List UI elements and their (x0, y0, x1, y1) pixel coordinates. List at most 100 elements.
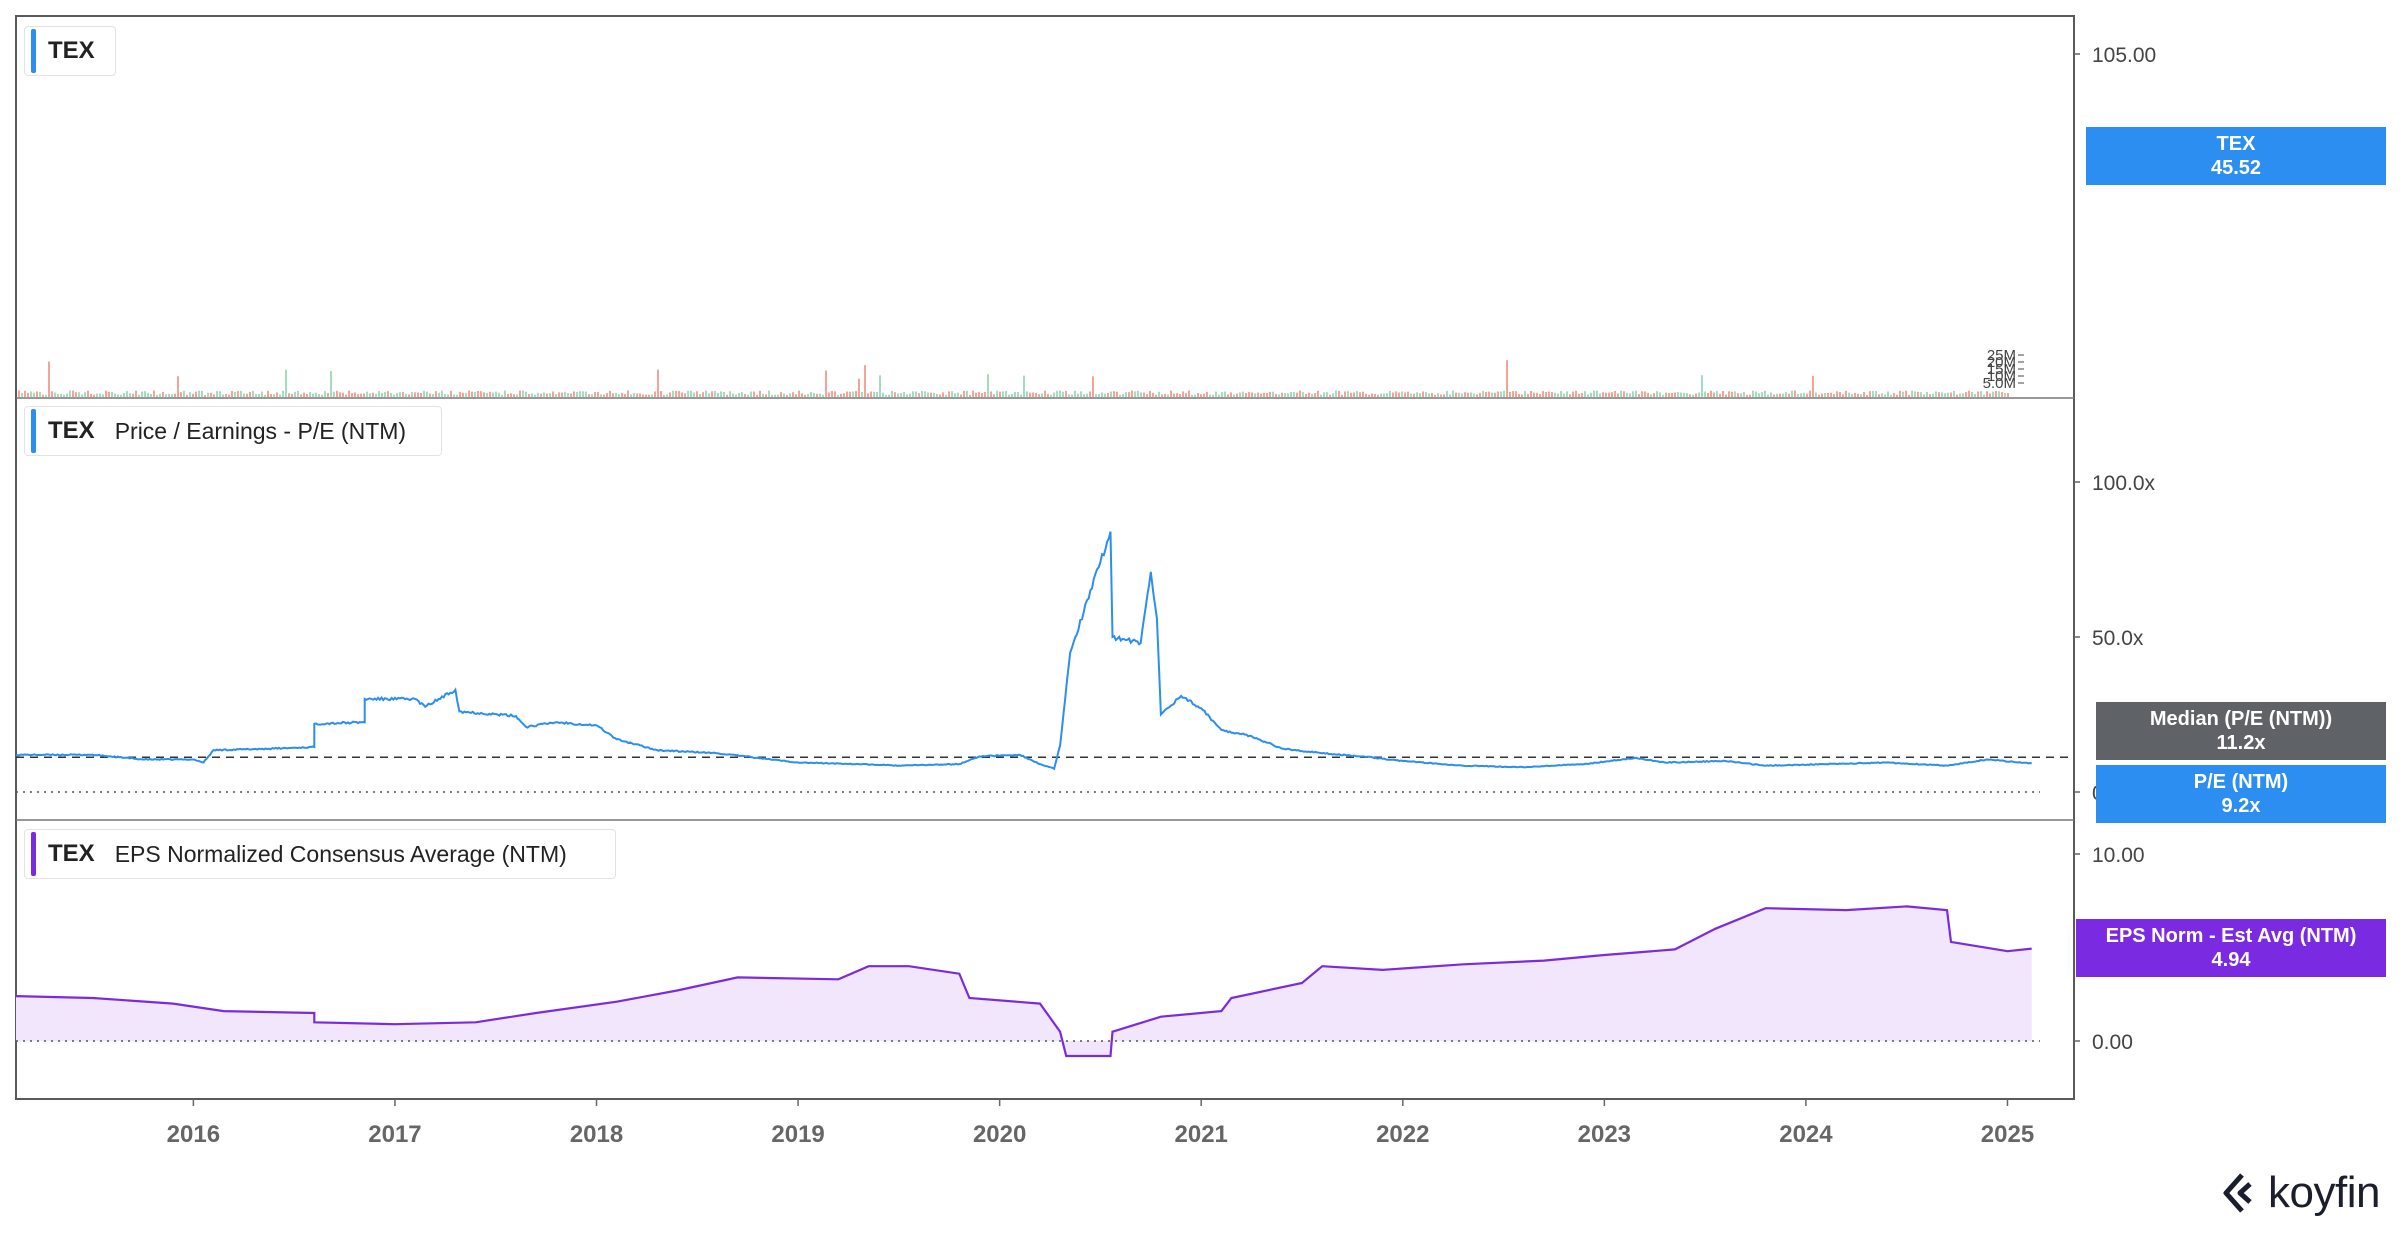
volume-bar (1800, 393, 1802, 397)
volume-bar (1854, 392, 1856, 397)
volume-bar (1317, 390, 1319, 397)
legend-eps[interactable]: TEX EPS Normalized Consensus Average (NT… (24, 829, 616, 879)
volume-bar (1455, 392, 1457, 397)
volume-bar (1353, 392, 1355, 397)
koyfin-logo[interactable]: koyfin (2220, 1168, 2380, 1218)
volume-bar (2004, 392, 2006, 397)
volume-bar (1230, 392, 1232, 397)
volume-bar (678, 391, 680, 397)
volume-bar (1131, 390, 1133, 397)
volume-bar (66, 393, 68, 397)
volume-bar (912, 391, 914, 397)
volume-bar (498, 392, 500, 397)
volume-bar (1152, 392, 1154, 397)
volume-bar (1620, 390, 1622, 397)
volume-bar (186, 394, 188, 397)
volume-bar (1725, 394, 1727, 397)
volume-bar (699, 394, 701, 397)
volume-bar (99, 393, 101, 397)
volume-bar (381, 392, 383, 397)
volume-bar (1065, 391, 1067, 397)
volume-bar (1629, 393, 1631, 397)
volume-bar (753, 391, 755, 397)
pe-axis-tick-label: 100.0x (2092, 472, 2156, 495)
eps-last-tag: EPS Norm - Est Avg (NTM) 4.94 (2076, 919, 2386, 977)
volume-bar (1035, 392, 1037, 397)
volume-bar (933, 392, 935, 397)
volume-bar (1491, 392, 1493, 397)
volume-bar (69, 390, 71, 397)
volume-bar (1290, 391, 1292, 397)
volume-bar (1824, 392, 1826, 397)
volume-bar (36, 391, 38, 397)
volume-bar (990, 391, 992, 397)
volume-bar (1140, 392, 1142, 397)
volume-bar (1839, 392, 1841, 397)
volume-bar (315, 392, 317, 397)
volume-bar (195, 391, 197, 397)
volume-bar (1632, 391, 1634, 397)
volume-bar (1038, 394, 1040, 397)
volume-bar (33, 392, 35, 397)
volume-bar (447, 394, 449, 397)
volume-bar (393, 394, 395, 397)
volume-bar (390, 392, 392, 397)
volume-bar (1737, 393, 1739, 397)
volume-bar (1641, 391, 1643, 397)
volume-bar (624, 393, 626, 397)
volume-bar (429, 393, 431, 397)
volume-bar (90, 393, 92, 397)
volume-bar (615, 392, 617, 397)
volume-bar (1410, 393, 1412, 397)
volume-bar (927, 392, 929, 397)
volume-bar (1797, 393, 1799, 397)
volume-bar (1929, 394, 1931, 397)
legend-price[interactable]: TEX (24, 26, 116, 76)
volume-bar (1896, 394, 1898, 397)
volume-bar (1902, 391, 1904, 397)
volume-bar (1998, 391, 2000, 397)
pe-last-tag: P/E (NTM) 9.2x (2096, 765, 2386, 823)
eps-axis-tick-label: 0.00 (2092, 1031, 2133, 1054)
volume-bar (1221, 392, 1223, 397)
volume-bar (1653, 393, 1655, 397)
volume-bar (291, 393, 293, 397)
volume-bar (1443, 394, 1445, 397)
volume-bar (1806, 393, 1808, 397)
price-last-label: TEX (2216, 133, 2256, 155)
volume-bar (1914, 391, 1916, 397)
volume-bar (1284, 393, 1286, 397)
volume-bar (1704, 391, 1706, 397)
volume-bar (708, 393, 710, 397)
volume-bar (930, 392, 932, 397)
volume-bar (1320, 394, 1322, 397)
volume-bars (18, 360, 2009, 397)
volume-bar (357, 394, 359, 397)
volume-bar (1218, 394, 1220, 397)
x-axis-tick-label: 2019 (771, 1121, 824, 1148)
volume-bar (1875, 391, 1877, 397)
volume-tick-label: 5.0M (1983, 375, 2016, 392)
volume-bar (1911, 390, 1913, 397)
volume-bar (795, 394, 797, 397)
volume-bar (375, 393, 377, 397)
volume-bar (1296, 392, 1298, 397)
volume-bar (492, 392, 494, 397)
volume-bar (168, 393, 170, 397)
volume-bar (63, 394, 65, 397)
volume-bar (1581, 392, 1583, 397)
volume-bar (1239, 392, 1241, 397)
volume-bar (1764, 390, 1766, 397)
volume-bar (519, 390, 521, 397)
volume-bar (54, 392, 56, 397)
legend-pe[interactable]: TEX Price / Earnings - P/E (NTM) (24, 406, 442, 456)
volume-bar (627, 390, 629, 397)
volume-bar (900, 393, 902, 397)
volume-bar (996, 390, 998, 397)
volume-bar (897, 393, 899, 397)
volume-bar (1794, 390, 1796, 397)
volume-bar (108, 391, 110, 397)
volume-bar (234, 391, 236, 397)
volume-bar (405, 393, 407, 397)
